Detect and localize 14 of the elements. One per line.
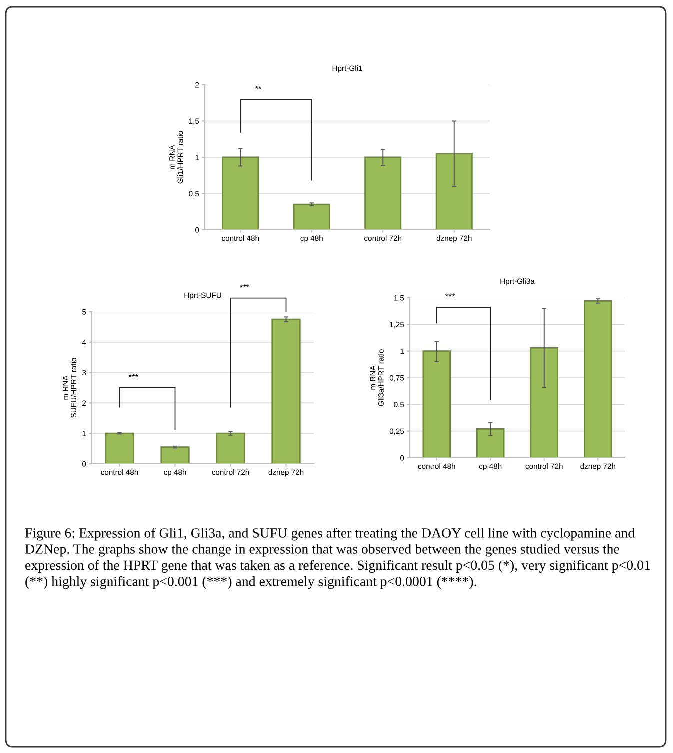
bar	[160, 446, 190, 464]
text: ***	[240, 284, 250, 288]
bar	[476, 428, 505, 458]
annotation: ***	[128, 374, 138, 378]
bar	[105, 432, 134, 464]
bar	[216, 432, 246, 464]
bar	[293, 204, 330, 230]
bar	[364, 156, 402, 230]
bar	[436, 153, 473, 230]
bar	[530, 347, 559, 458]
bar	[584, 300, 612, 458]
caption: Figure 6: Expression of Gli1, Gli3a, and SUFU genes after treating the DAOY cell line with cyclopamine and DZNep. The graphs show the change in expression that was observed between the genes studied versus the expression of the HPRT gene that was taken as a reference. Significant result p<0.05 (*), very significant p<0.01 (**) highly significant p<0.001 (***) and extremely significant p<0.0001 (****).	[25, 528, 650, 590]
text: ***	[446, 294, 456, 297]
annotation: **	[255, 86, 262, 90]
